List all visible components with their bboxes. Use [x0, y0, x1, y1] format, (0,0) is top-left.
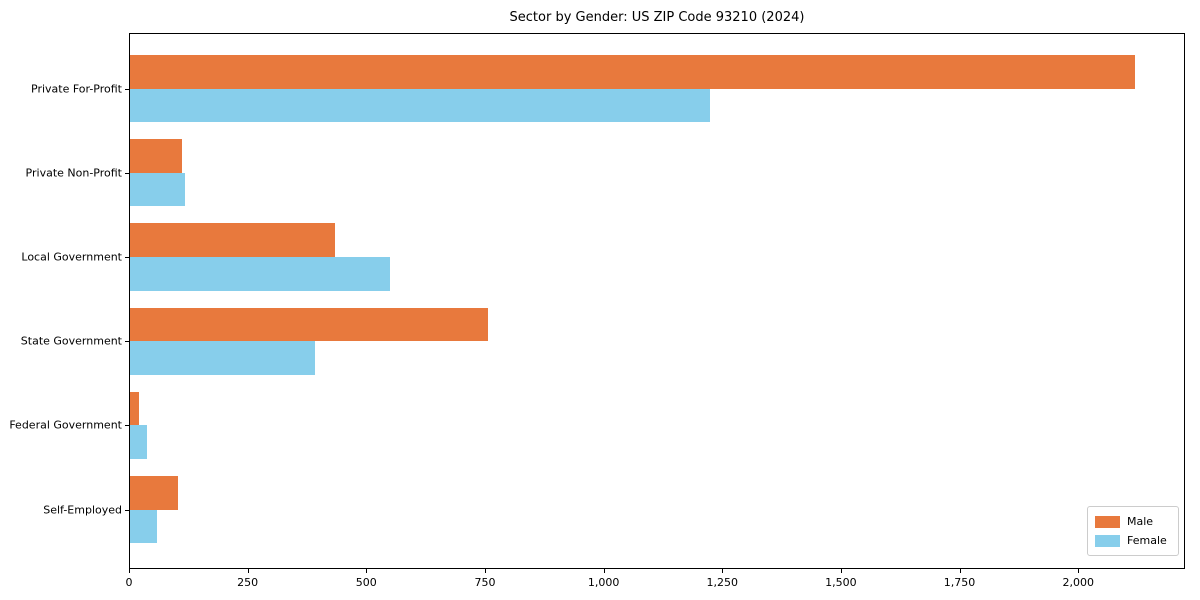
category-label-federal-government: Federal Government	[9, 418, 122, 432]
y-axis-tick	[125, 341, 129, 343]
x-axis-tick	[722, 569, 724, 573]
legend-swatch-female	[1095, 534, 1120, 547]
y-axis-tick	[125, 257, 129, 258]
x-axis-tick	[1078, 569, 1080, 573]
x-axis-tick	[366, 569, 368, 573]
bar-male-private-for-profit	[130, 55, 1136, 89]
legend-label-male: Male	[1127, 514, 1154, 528]
legend-entry-female: Female	[1095, 533, 1178, 547]
bar-female-local-government	[130, 257, 391, 291]
plot-area	[129, 33, 1185, 569]
category-label-local-government: Local Government	[21, 250, 122, 264]
x-axis-tick-label: 1,250	[706, 576, 739, 589]
bar-male-self-employed	[130, 476, 178, 510]
y-axis-tick	[125, 425, 129, 427]
x-axis-tick-label: 250	[237, 576, 259, 589]
category-label-state-government: State Government	[20, 334, 122, 348]
x-axis-tick-label: 1,000	[587, 576, 620, 589]
x-axis-tick-label: 1,750	[943, 576, 976, 589]
bar-female-federal-government	[130, 425, 148, 459]
y-axis-tick	[125, 172, 129, 174]
x-axis-tick	[484, 569, 486, 573]
x-axis-tick	[959, 569, 961, 573]
x-axis-tick	[247, 569, 249, 573]
x-axis-tick-label: 1,500	[825, 576, 857, 589]
bar-male-local-government	[130, 223, 335, 257]
chart-title: Sector by Gender: US ZIP Code 93210 (202…	[509, 10, 805, 25]
bar-male-federal-government	[130, 391, 139, 426]
y-axis-tick	[125, 88, 129, 90]
bar-male-state-government	[130, 307, 488, 342]
x-axis-tick	[129, 569, 130, 573]
category-label-private-non-profit: Private Non-Profit	[25, 166, 122, 180]
x-axis-tick-label: 500	[355, 576, 377, 589]
y-axis-tick	[125, 509, 129, 511]
legend-entry-male: Male	[1095, 514, 1178, 528]
category-label-self-employed: Self-Employed	[43, 503, 122, 517]
x-axis-tick	[840, 569, 842, 573]
x-axis-tick-label: 0	[125, 576, 133, 589]
legend-swatch-male	[1095, 515, 1120, 528]
legend: Male Female	[1087, 506, 1179, 556]
bar-male-private-non-profit	[130, 139, 182, 173]
x-axis-tick-label: 750	[474, 576, 496, 589]
bar-female-self-employed	[130, 509, 157, 544]
bar-female-private-for-profit	[130, 88, 710, 123]
legend-label-female: Female	[1127, 533, 1167, 547]
x-axis-tick	[603, 569, 605, 573]
x-axis-tick-label: 2,000	[1062, 576, 1094, 589]
bar-female-state-government	[130, 341, 316, 375]
category-label-private-for-profit: Private For-Profit	[31, 82, 122, 96]
bar-female-private-non-profit	[130, 172, 185, 207]
